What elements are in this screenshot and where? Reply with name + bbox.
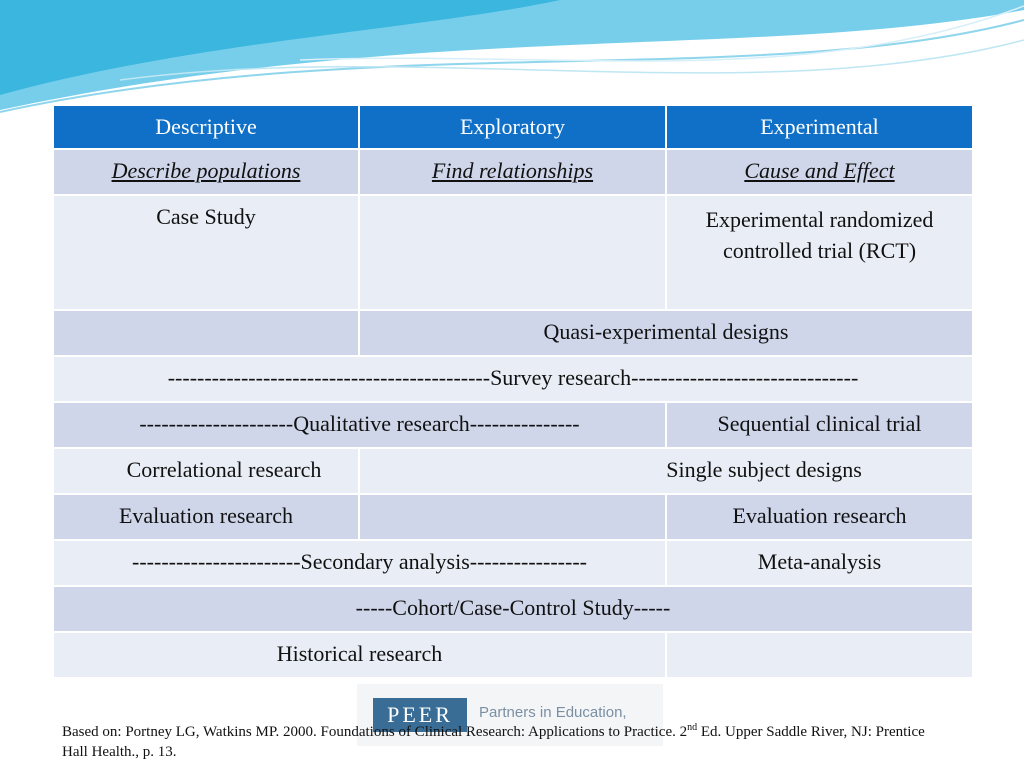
row: Historical research xyxy=(52,631,974,679)
row: -----------------------Secondary analysi… xyxy=(52,539,974,587)
cell: Describe populations xyxy=(52,148,360,196)
row: Evaluation research Evaluation research xyxy=(52,493,974,541)
cell: Find relationships xyxy=(358,148,667,196)
cell xyxy=(665,631,974,679)
cell: Correlational research xyxy=(52,447,360,495)
cell: Single subject designs xyxy=(358,447,974,495)
cell: -----------------------Secondary analysi… xyxy=(52,539,667,587)
footnote-text: Ed. Upper Saddle River, NJ: Prentice Hal… xyxy=(62,724,925,760)
cell: -----Cohort/Case-Control Study----- xyxy=(52,585,974,633)
cell: Evaluation research xyxy=(52,493,360,541)
logo: PEER Partners in Education, xyxy=(357,684,663,746)
cell xyxy=(52,309,360,357)
cell: Experimental randomized controlled trial… xyxy=(665,194,974,311)
research-table: Descriptive Exploratory Experimental Des… xyxy=(52,104,974,679)
cell: Evaluation research xyxy=(665,493,974,541)
cell: Meta-analysis xyxy=(665,539,974,587)
cell: Cause and Effect xyxy=(665,148,974,196)
row: Correlational research Single subject de… xyxy=(52,447,974,495)
header-swoosh xyxy=(0,0,1024,113)
logo-mark: PEER xyxy=(373,698,467,732)
cell: Historical research xyxy=(52,631,667,679)
row: ---------------------Qualitative researc… xyxy=(52,401,974,449)
cell xyxy=(358,493,667,541)
row: Case Study Experimental randomized contr… xyxy=(52,194,974,311)
cell xyxy=(358,194,667,311)
footnote-text: Based on: Portney LG, Watkins MP. 2000. … xyxy=(62,724,688,740)
cell: ----------------------------------------… xyxy=(52,355,974,403)
row: ----------------------------------------… xyxy=(52,355,974,403)
cell: Sequential clinical trial xyxy=(665,401,974,449)
footnote: Based on: Portney LG, Watkins MP. 2000. … xyxy=(62,722,942,762)
cell: Quasi-experimental designs xyxy=(358,309,974,357)
footnote-superscript: nd xyxy=(687,722,698,733)
logo-text: Partners in Education, xyxy=(479,704,627,721)
cell: ---------------------Qualitative researc… xyxy=(52,401,667,449)
header-cell: Descriptive xyxy=(52,104,360,150)
cell: Case Study xyxy=(52,194,360,311)
row: Describe populations Find relationships … xyxy=(52,148,974,196)
row: -----Cohort/Case-Control Study----- xyxy=(52,585,974,633)
header-row: Descriptive Exploratory Experimental xyxy=(52,104,974,150)
header-cell: Experimental xyxy=(665,104,974,150)
header-cell: Exploratory xyxy=(358,104,667,150)
row: Quasi-experimental designs xyxy=(52,309,974,357)
